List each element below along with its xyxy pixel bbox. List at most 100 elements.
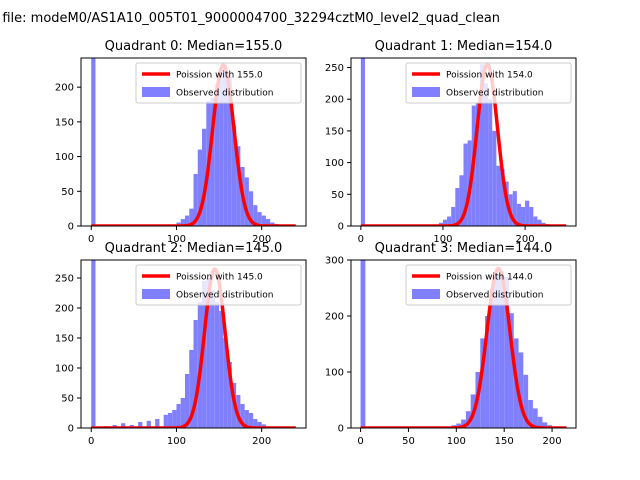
histogram-bar: [197, 149, 203, 226]
histogram-bar: [447, 216, 452, 226]
y-tick-label: 0: [68, 222, 74, 233]
x-tick-label: 0: [357, 436, 363, 447]
histogram-bar: [257, 212, 262, 226]
histogram-bar: [240, 404, 245, 428]
histogram-bar: [180, 219, 185, 226]
histogram-bar: [485, 316, 490, 428]
histogram-bar: [163, 414, 168, 428]
x-tick-label: 200: [516, 234, 535, 245]
legend: Poission with 145.0 Observed distribution: [135, 264, 302, 306]
histogram-bar: [253, 205, 258, 226]
histogram-bar: [516, 203, 521, 226]
legend-entry-poisson: Poission with 145.0: [176, 273, 263, 283]
y-tick-label: 150: [55, 334, 74, 345]
y-tick-label: 250: [325, 63, 344, 74]
axes-frame: [350, 259, 577, 429]
y-tick-label: 250: [55, 274, 74, 285]
y-tick-label: 50: [61, 394, 74, 405]
x-tick-label: 100: [167, 436, 186, 447]
x-tick-label: 0: [88, 234, 94, 245]
histogram-bar: [360, 260, 366, 428]
histogram-bar: [244, 410, 249, 428]
histogram-bar: [508, 313, 514, 428]
x-tick-label: 0: [358, 234, 364, 245]
y-tick-label: 200: [325, 312, 344, 323]
histogram-bar: [463, 143, 468, 226]
histogram-bar: [523, 374, 529, 428]
poisson-curve: [90, 267, 297, 428]
y-tick-label: 0: [338, 222, 344, 233]
histogram-bar: [219, 311, 224, 428]
histogram-bar: [499, 271, 505, 428]
histogram-bar: [484, 83, 489, 226]
y-tick-label: 100: [55, 364, 74, 375]
axes-frame: [350, 57, 577, 227]
y-tick-label: 200: [55, 304, 74, 315]
histogram-bar: [193, 173, 198, 226]
y-tick-label: 200: [55, 83, 74, 94]
histogram-bar: [496, 165, 501, 226]
figure-suptitle: n file: modeM0/AS1A10_005T01_9000004700_…: [0, 11, 500, 26]
y-tick-label: 150: [325, 126, 344, 137]
plot-area: [359, 58, 568, 226]
histogram-bar: [480, 338, 486, 428]
legend-entry-poisson: Poission with 144.0: [446, 273, 533, 283]
histogram-bar: [189, 208, 194, 226]
histogram-bar: [459, 175, 464, 226]
histogram-bar: [91, 260, 96, 428]
histogram-bar: [528, 400, 533, 428]
histogram-bar: [455, 187, 460, 226]
histogram-bar: [525, 200, 530, 226]
subplot-quadrant-2: 0 100 200 0 50 100 150 200 250 Quadrant 2: Median…: [55, 241, 307, 447]
histogram-bar: [176, 404, 181, 428]
legend-patch-swatch: [412, 289, 440, 299]
histogram-bar: [465, 411, 471, 428]
histogram-bar: [261, 215, 266, 226]
axes-frame: [80, 57, 307, 227]
x-tick-label: 200: [252, 436, 271, 447]
histogram-bar: [227, 362, 232, 428]
histogram-bar: [533, 216, 538, 226]
histogram-bar: [456, 423, 462, 428]
legend: Poission with 155.0 Observed distribution: [135, 62, 302, 104]
histogram-bar: [520, 206, 526, 226]
histogram-bar: [202, 281, 207, 428]
histogram-bar: [219, 69, 224, 226]
axes-frame: [80, 259, 307, 429]
subplot-title: Quadrant 1: Median=154.0: [375, 39, 553, 54]
histogram-bar: [184, 374, 190, 428]
legend-entry-poisson: Poission with 154.0: [446, 71, 533, 81]
subplot-quadrant-0: 0 100 200 0 50 100 150 200 Quadrant 0: Median=15…: [55, 39, 307, 245]
legend-entry-observed: Observed distribution: [446, 89, 543, 99]
legend: Poission with 144.0 Observed distribution: [405, 264, 572, 306]
histogram-bar: [442, 219, 448, 226]
subplot-quadrant-1: 0 100 200 0 50 100 150 200 250 Quadrant 1: Median…: [325, 39, 577, 245]
histogram-bar: [451, 206, 456, 226]
histogram-bar: [180, 398, 185, 428]
histogram-bar: [155, 419, 160, 428]
legend-patch-swatch: [142, 87, 170, 97]
legend: Poission with 154.0 Observed distribution: [405, 62, 572, 104]
histogram-bar: [214, 302, 220, 428]
histogram-bar: [265, 219, 271, 226]
histogram-bar: [518, 352, 524, 428]
histogram-bar: [223, 66, 228, 226]
y-tick-label: 0: [68, 424, 74, 435]
histogram-bar: [231, 125, 237, 226]
histogram-bar: [261, 424, 266, 428]
y-tick-label: 200: [325, 95, 344, 106]
plot-area: [90, 260, 297, 428]
legend-box: [135, 264, 302, 306]
histogram-bar: [214, 83, 220, 226]
legend-patch-swatch: [412, 87, 440, 97]
legend-entry-observed: Observed distribution: [176, 291, 273, 301]
subplot-title: Quadrant 3: Median=144.0: [375, 241, 553, 256]
histogram-bar: [236, 146, 241, 226]
histogram-bar: [512, 191, 517, 226]
legend-patch-swatch: [142, 289, 170, 299]
histogram-bar: [542, 422, 548, 428]
histogram-bar: [210, 97, 215, 226]
x-tick-label: 200: [252, 234, 271, 245]
histogram-bar: [494, 274, 500, 428]
histogram-bar: [91, 58, 96, 226]
